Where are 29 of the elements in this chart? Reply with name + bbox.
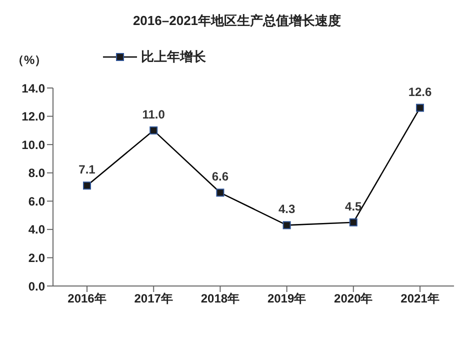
legend-label: 比上年增长 [141,48,206,66]
y-tick-label: 6.0 [28,194,46,208]
y-tick-label: 2.0 [28,250,46,265]
data-label: 4.5 [345,199,362,214]
x-tick-label: 2021年 [400,292,440,306]
x-tick-label: 2018年 [200,292,240,306]
y-tick-label: 14.0 [22,81,46,96]
y-tick-label: 8.0 [28,166,46,180]
x-tick-label: 2020年 [334,292,373,306]
chart-title: 2016–2021年地区生产总值增长速度 [132,12,342,30]
data-label: 4.3 [278,202,296,216]
x-tick-label: 2019年 [267,292,306,306]
y-axis-title: （%） [12,52,47,69]
y-tick-label: 0.0 [28,279,46,294]
data-label: 11.0 [142,107,166,122]
point [83,182,91,190]
data-label: 12.6 [408,84,432,99]
point [150,126,158,134]
data-label: 7.1 [78,162,96,177]
x-tick-label: 2017年 [134,292,173,306]
y-tick-label: 10.0 [22,138,46,152]
point [416,104,424,112]
point [349,218,358,226]
x-tick-label: 2016年 [68,292,106,306]
data-label: 6.6 [212,170,229,184]
y-tick-label: 4.0 [28,222,46,237]
y-tick-label: 12.0 [22,110,46,124]
point [282,221,291,230]
point [216,188,224,197]
